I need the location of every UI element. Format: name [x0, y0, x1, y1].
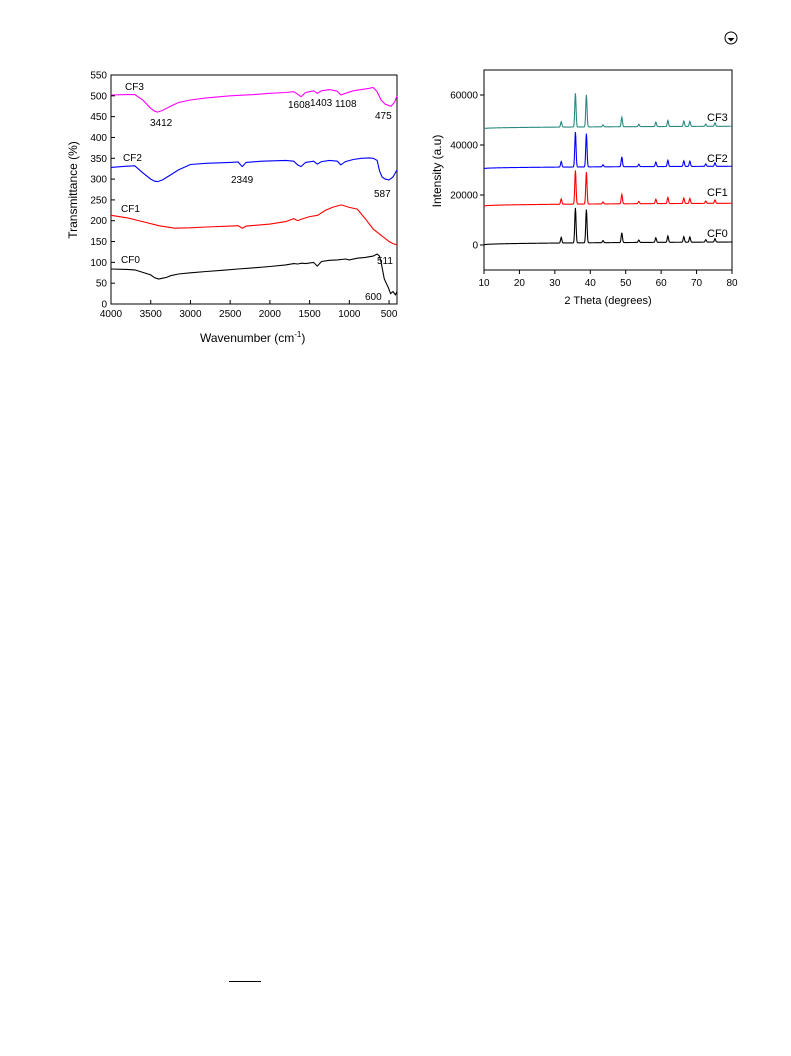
x-axis-title: Wavenumber (cm-1)	[200, 330, 305, 345]
series-label-cf3: CF3	[707, 112, 728, 124]
x-tick-label: 500	[381, 309, 398, 320]
x-tick-label: 70	[691, 278, 703, 289]
y-tick-label: 300	[90, 175, 107, 186]
x-axis-title-sup: -1	[294, 330, 302, 339]
y-tick-label: 500	[90, 91, 107, 102]
series-line-cf2	[110, 157, 398, 183]
annotation-1403: 1403	[310, 98, 333, 109]
x-tick-label: 1000	[338, 309, 361, 320]
x-axis-title: 2 Theta (degrees)	[564, 295, 651, 307]
series-label-cf2: CF2	[707, 153, 728, 165]
x-tick-label: 1500	[298, 309, 321, 320]
annotation-600: 600	[365, 292, 382, 303]
y-tick-label: 550	[90, 71, 107, 82]
annotation-511: 511	[377, 256, 393, 267]
series-label-cf1: CF1	[121, 204, 140, 215]
annotation-475: 475	[375, 111, 392, 122]
annotation-1608: 1608	[288, 100, 311, 111]
footnote-rule	[229, 981, 261, 982]
y-tick-label: 450	[90, 112, 107, 123]
y-tick-label: 100	[90, 258, 107, 269]
y-axis-title: Transmittance (%)	[66, 141, 80, 239]
y-tick-label: 40000	[450, 141, 478, 152]
plot-frame	[110, 74, 398, 305]
series-line-cf0	[110, 253, 398, 296]
series-label-cf2: CF2	[123, 153, 142, 164]
series-line-cf1	[483, 170, 732, 207]
y-tick-label: 60000	[450, 91, 478, 102]
x-tick-label: 60	[656, 278, 668, 289]
x-tick-label: 40	[585, 278, 597, 289]
axes-group: 4000 3500 3000 2500 2000 1500 1000 500 0 50 100 150…	[90, 71, 398, 321]
x-tick-label: 4000	[100, 309, 123, 320]
series-line-cf0	[483, 207, 732, 246]
x-tick-label: 10	[478, 278, 490, 289]
y-tick-label: 350	[90, 154, 107, 165]
series-line-cf2	[483, 131, 732, 170]
plot-frame	[483, 69, 733, 271]
y-axis-title: Intensity (a.u)	[430, 135, 444, 208]
annotation-3412: 3412	[150, 118, 173, 129]
axes-group: 10 20 30 40 50 60 70 80 0 20000 40000 60000	[450, 91, 738, 290]
annotation-2349: 2349	[231, 175, 254, 186]
x-tick-label: 20	[514, 278, 526, 289]
x-axis-title-end: )	[301, 331, 305, 345]
x-tick-label: 3500	[140, 309, 163, 320]
y-tick-label: 400	[90, 133, 107, 144]
annotation-587: 587	[374, 189, 391, 200]
y-tick-label: 0	[472, 241, 478, 252]
y-tick-label: 50	[96, 279, 108, 290]
xrd-chart: 10 20 30 40 50 60 70 80 0 20000 40000 60000 CF3 CF2…	[430, 69, 738, 307]
y-tick-label: 0	[101, 300, 107, 311]
series-label-cf0: CF0	[707, 228, 728, 240]
series-line-cf1	[110, 204, 398, 246]
y-tick-label: 200	[90, 216, 107, 227]
series-label-cf3: CF3	[125, 82, 144, 93]
crossmark-icon	[724, 31, 738, 45]
y-tick-label: 20000	[450, 191, 478, 202]
series-label-cf1: CF1	[707, 187, 728, 199]
series-line-cf3	[110, 86, 398, 113]
x-tick-label: 50	[620, 278, 632, 289]
x-tick-label: 80	[726, 278, 738, 289]
x-tick-label: 2500	[219, 309, 242, 320]
x-tick-label: 30	[549, 278, 561, 289]
annotation-1108: 1108	[335, 99, 357, 110]
series-line-cf3	[483, 93, 732, 130]
series-label-cf0: CF0	[121, 255, 140, 266]
y-tick-label: 250	[90, 195, 107, 206]
series-group	[483, 93, 732, 246]
y-tick-label: 150	[90, 237, 107, 248]
x-tick-label: 2000	[259, 309, 282, 320]
x-tick-label: 3000	[179, 309, 202, 320]
x-axis-title-main: Wavenumber (cm	[200, 331, 294, 345]
ftir-chart: 4000 3500 3000 2500 2000 1500 1000 500 0 50 100 150…	[66, 71, 398, 346]
series-group	[110, 86, 398, 296]
